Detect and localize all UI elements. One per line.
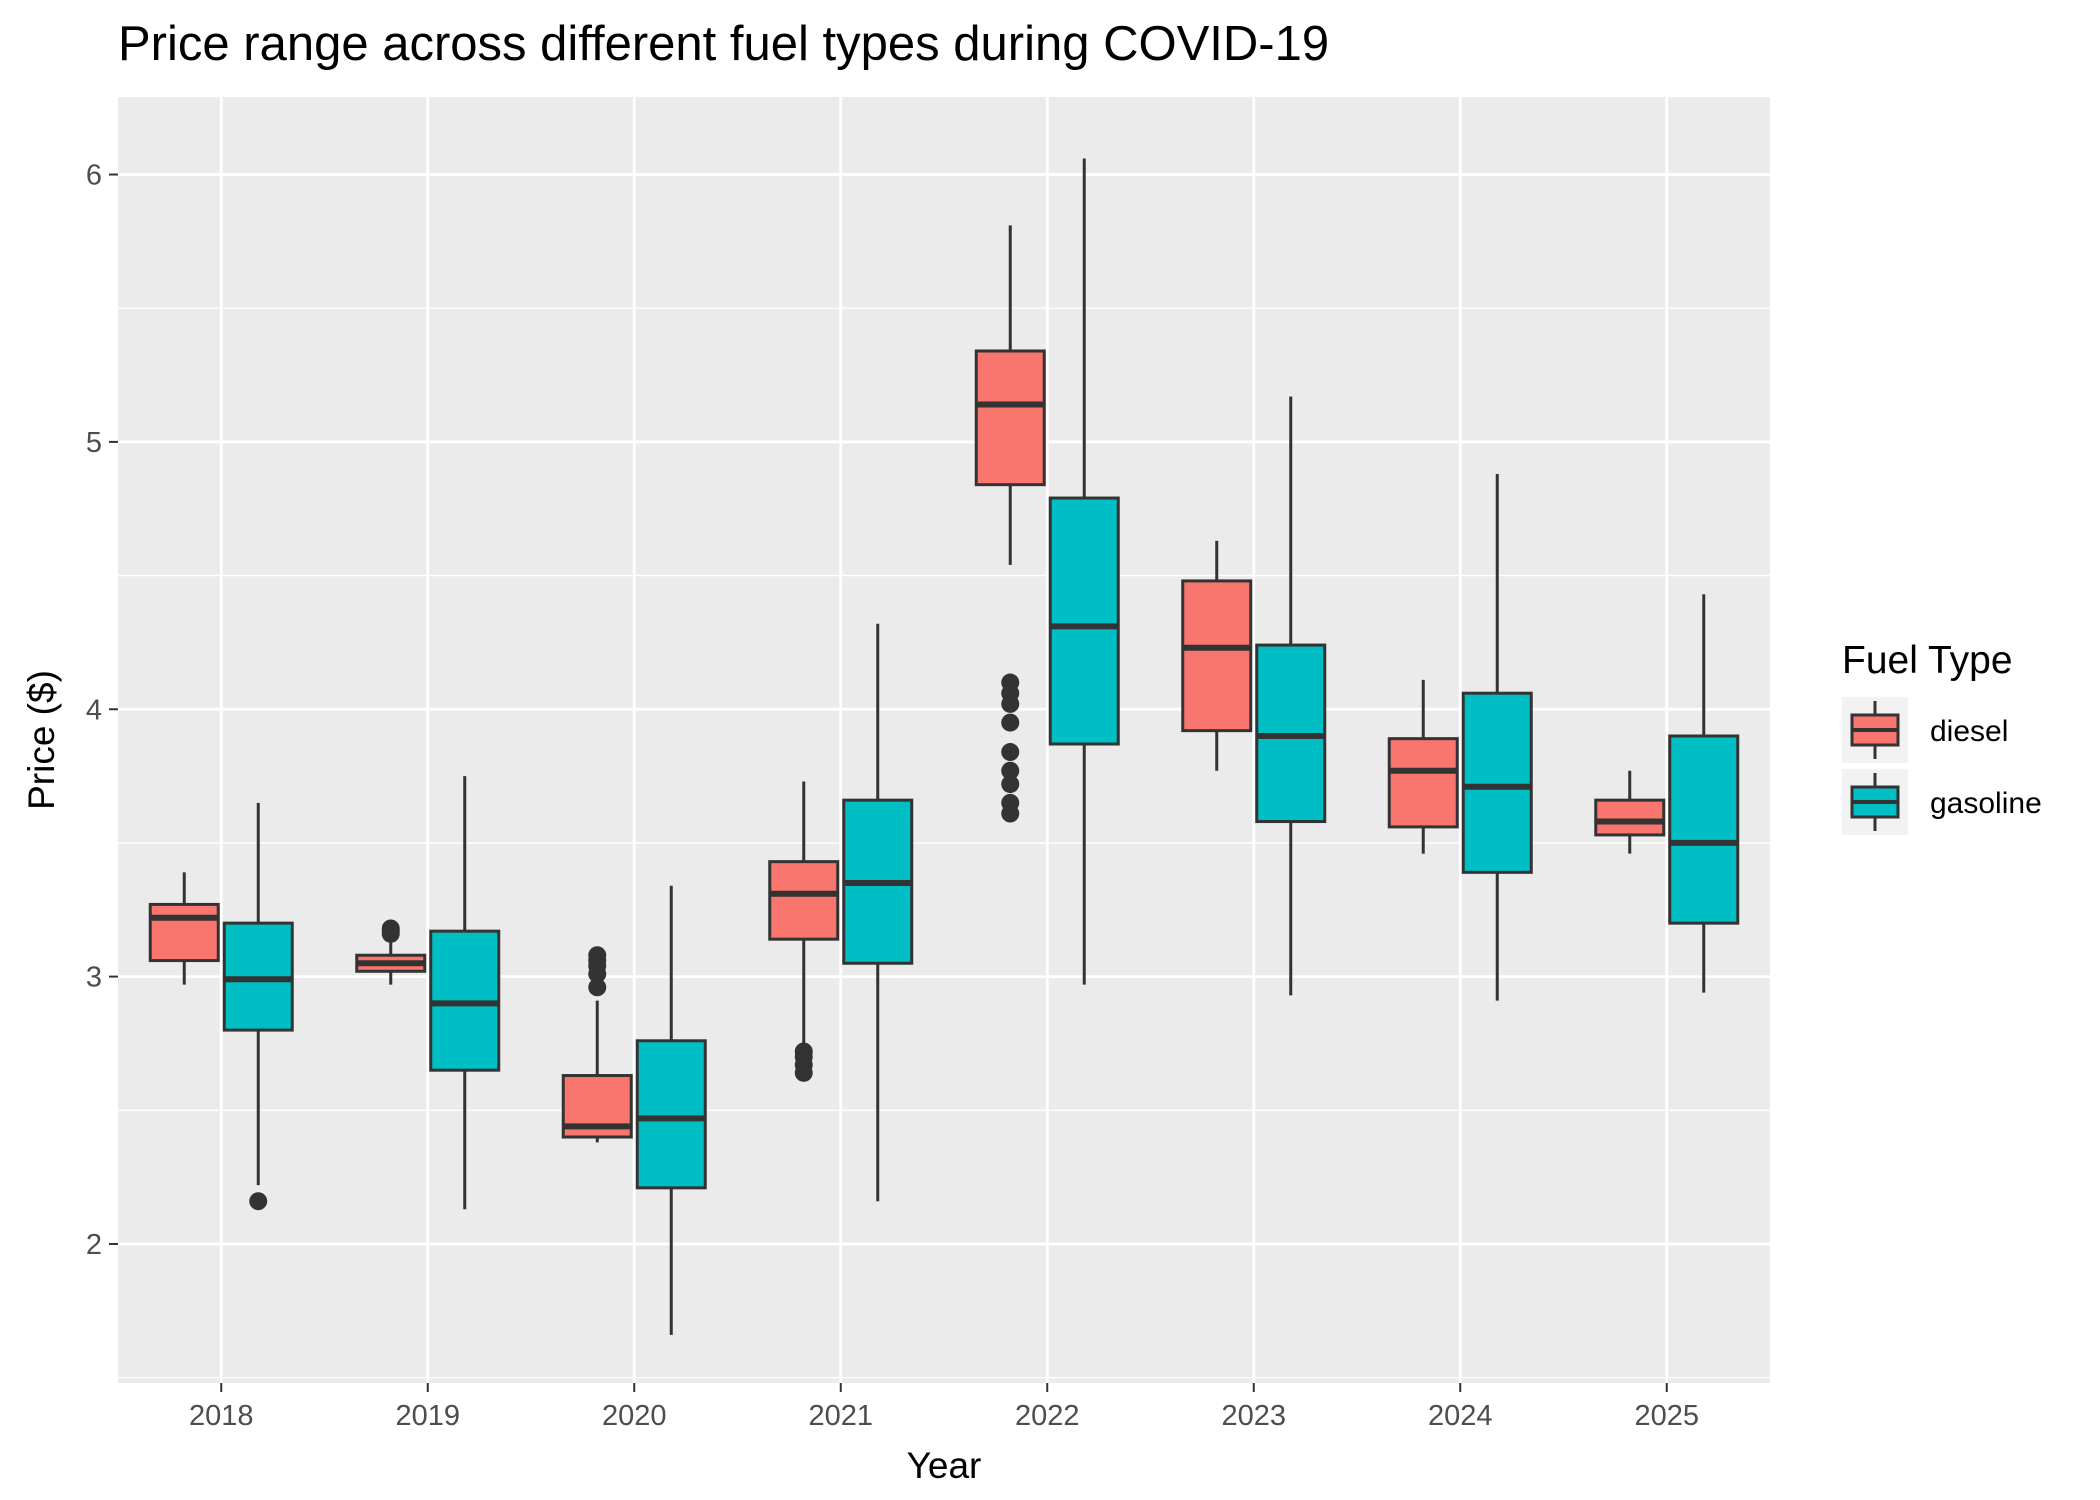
outlier-point [1001,713,1020,732]
y-tick-label: 6 [86,160,102,192]
box-gasoline-2018 [222,802,294,1211]
outlier-point [794,1042,813,1061]
box-diesel-2025 [1594,770,1666,854]
box-gasoline-2020 [635,885,707,1335]
legend-label-diesel: diesel [1930,715,2008,748]
box-gasoline-2023 [1255,396,1327,996]
box-body [1181,579,1253,733]
x-tick-labels: 2018 2019 2020 2021 2022 2023 2024 2025 [189,1400,1699,1432]
outlier-point [249,1192,268,1211]
y-tick-labels: 2 3 4 5 6 [86,160,102,1261]
x-tick-label: 2025 [1634,1400,1699,1432]
axis-ticks [109,173,1668,1392]
box-gasoline-2025 [1668,594,1740,993]
x-axis-title: Year [907,1445,982,1486]
outlier-point [1001,761,1020,780]
x-tick-label: 2023 [1221,1400,1286,1432]
legend: Fuel Type diesel gasoline [1842,639,2042,835]
box-body [1461,691,1533,874]
box-diesel-2021 [768,781,840,1082]
box-diesel-2023 [1181,540,1253,771]
box-body [1668,734,1740,925]
y-tick-label: 5 [86,427,102,459]
outlier-point [588,978,607,997]
box-gasoline-2024 [1461,473,1533,1001]
y-tick-label: 4 [86,694,102,726]
box-gasoline-2021 [842,623,914,1202]
box-body [1048,496,1120,746]
x-tick-label: 2024 [1428,1400,1493,1432]
box-diesel-2018 [148,872,220,985]
box-body [768,860,840,941]
y-tick-label: 3 [86,962,102,994]
legend-label-gasoline: gasoline [1930,787,2042,820]
y-axis-title: Price ($) [21,670,62,810]
box-body [974,349,1046,487]
x-tick-label: 2018 [189,1400,254,1432]
x-tick-label: 2021 [808,1400,873,1432]
outlier-point [1001,743,1020,762]
y-tick-label: 2 [86,1229,102,1261]
box-body [1594,798,1666,837]
box-diesel-2019 [355,919,427,985]
box-diesel-2020 [561,946,633,1143]
outlier-point [588,946,607,965]
box-body [148,902,220,963]
box-body [1387,737,1459,829]
box-gasoline-2019 [429,776,501,1210]
box-gasoline-2022 [1048,158,1120,985]
legend-title: Fuel Type [1842,639,2013,682]
outlier-point [381,919,400,938]
box-diesel-2024 [1387,679,1459,854]
outlier-point [1001,775,1020,794]
outlier-point [1001,793,1020,812]
box-diesel-2022 [974,225,1046,823]
outlier-point [1001,673,1020,692]
x-tick-label: 2022 [1015,1400,1080,1432]
boxes-layer [148,158,1740,1335]
x-tick-label: 2020 [602,1400,667,1432]
box-body [635,1039,707,1190]
legend-key-gasoline: gasoline [1842,769,2042,835]
x-tick-label: 2019 [395,1400,460,1432]
chart-title: Price range across different fuel types … [118,17,1329,71]
legend-key-diesel: diesel [1842,697,2008,763]
